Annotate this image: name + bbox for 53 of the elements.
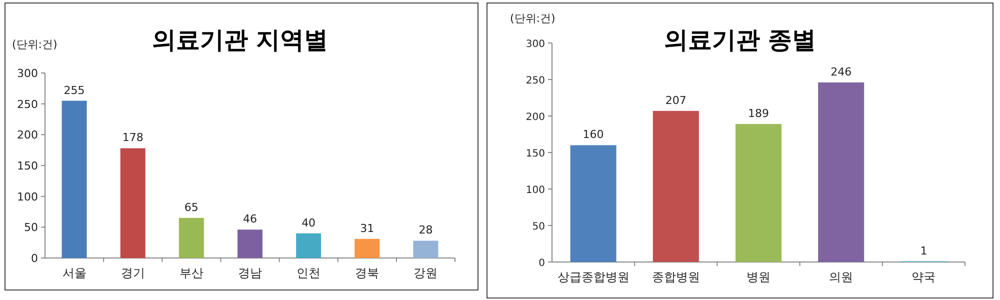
- bar: [238, 230, 262, 258]
- chart-title: 의료기관 종별: [664, 26, 816, 54]
- x-tick-label: 경남: [238, 266, 262, 280]
- y-tick-label: 0: [538, 258, 545, 269]
- y-tick-label: 200: [526, 112, 545, 123]
- data-label: 46: [243, 212, 257, 226]
- bar: [736, 124, 782, 262]
- bar: [178, 218, 204, 258]
- y-tick-label: 250: [526, 76, 545, 86]
- y-tick-label: 100: [17, 190, 38, 204]
- y-tick-label: 100: [526, 185, 545, 196]
- y-tick-label: 50: [24, 221, 38, 234]
- y-tick-label: 300: [17, 67, 38, 80]
- x-tick-label: 상급종합병원: [557, 270, 630, 284]
- bar: [296, 233, 322, 258]
- x-tick-label: 의원: [829, 270, 854, 284]
- y-axis-title: (단위:건): [12, 38, 58, 51]
- y-tick-label: 150: [526, 148, 545, 160]
- data-label: 40: [302, 216, 316, 230]
- bar: [652, 110, 699, 262]
- y-axis-title: (단위:건): [510, 12, 556, 25]
- bar: [62, 100, 87, 258]
- x-tick-label: 병원: [746, 270, 770, 284]
- bar: [354, 238, 380, 258]
- x-tick-label: 경북: [355, 266, 380, 280]
- x-tick-label: 강원: [414, 266, 438, 280]
- x-tick-label: 약국: [912, 270, 936, 284]
- bar: [570, 145, 616, 262]
- data-label: 178: [122, 131, 144, 144]
- y-tick-label: 300: [526, 39, 545, 50]
- data-label: 189: [748, 107, 769, 120]
- data-label: 160: [582, 128, 604, 142]
- bar: [413, 240, 438, 258]
- data-label: 31: [360, 222, 374, 235]
- data-label: 207: [665, 94, 686, 107]
- data-label: 246: [830, 65, 852, 78]
- data-label: 255: [64, 84, 85, 97]
- data-label: 1: [920, 244, 928, 258]
- x-tick-label: 인천: [296, 266, 321, 280]
- x-tick-label: 부산: [179, 266, 204, 280]
- bar: [818, 82, 864, 262]
- bar: [120, 148, 146, 258]
- x-tick-label: 서울: [62, 266, 86, 280]
- x-tick-label: 종합병원: [652, 270, 700, 284]
- data-label: 28: [418, 224, 433, 237]
- x-tick-label: 경기: [120, 266, 145, 280]
- y-tick-label: 250: [17, 98, 38, 111]
- y-tick-label: 150: [17, 160, 38, 172]
- y-tick-label: 50: [532, 222, 545, 232]
- chart-title: 의료기관 지역별: [152, 26, 328, 54]
- y-tick-label: 200: [17, 128, 38, 142]
- data-label: 65: [184, 200, 198, 214]
- y-tick-label: 0: [31, 252, 38, 265]
